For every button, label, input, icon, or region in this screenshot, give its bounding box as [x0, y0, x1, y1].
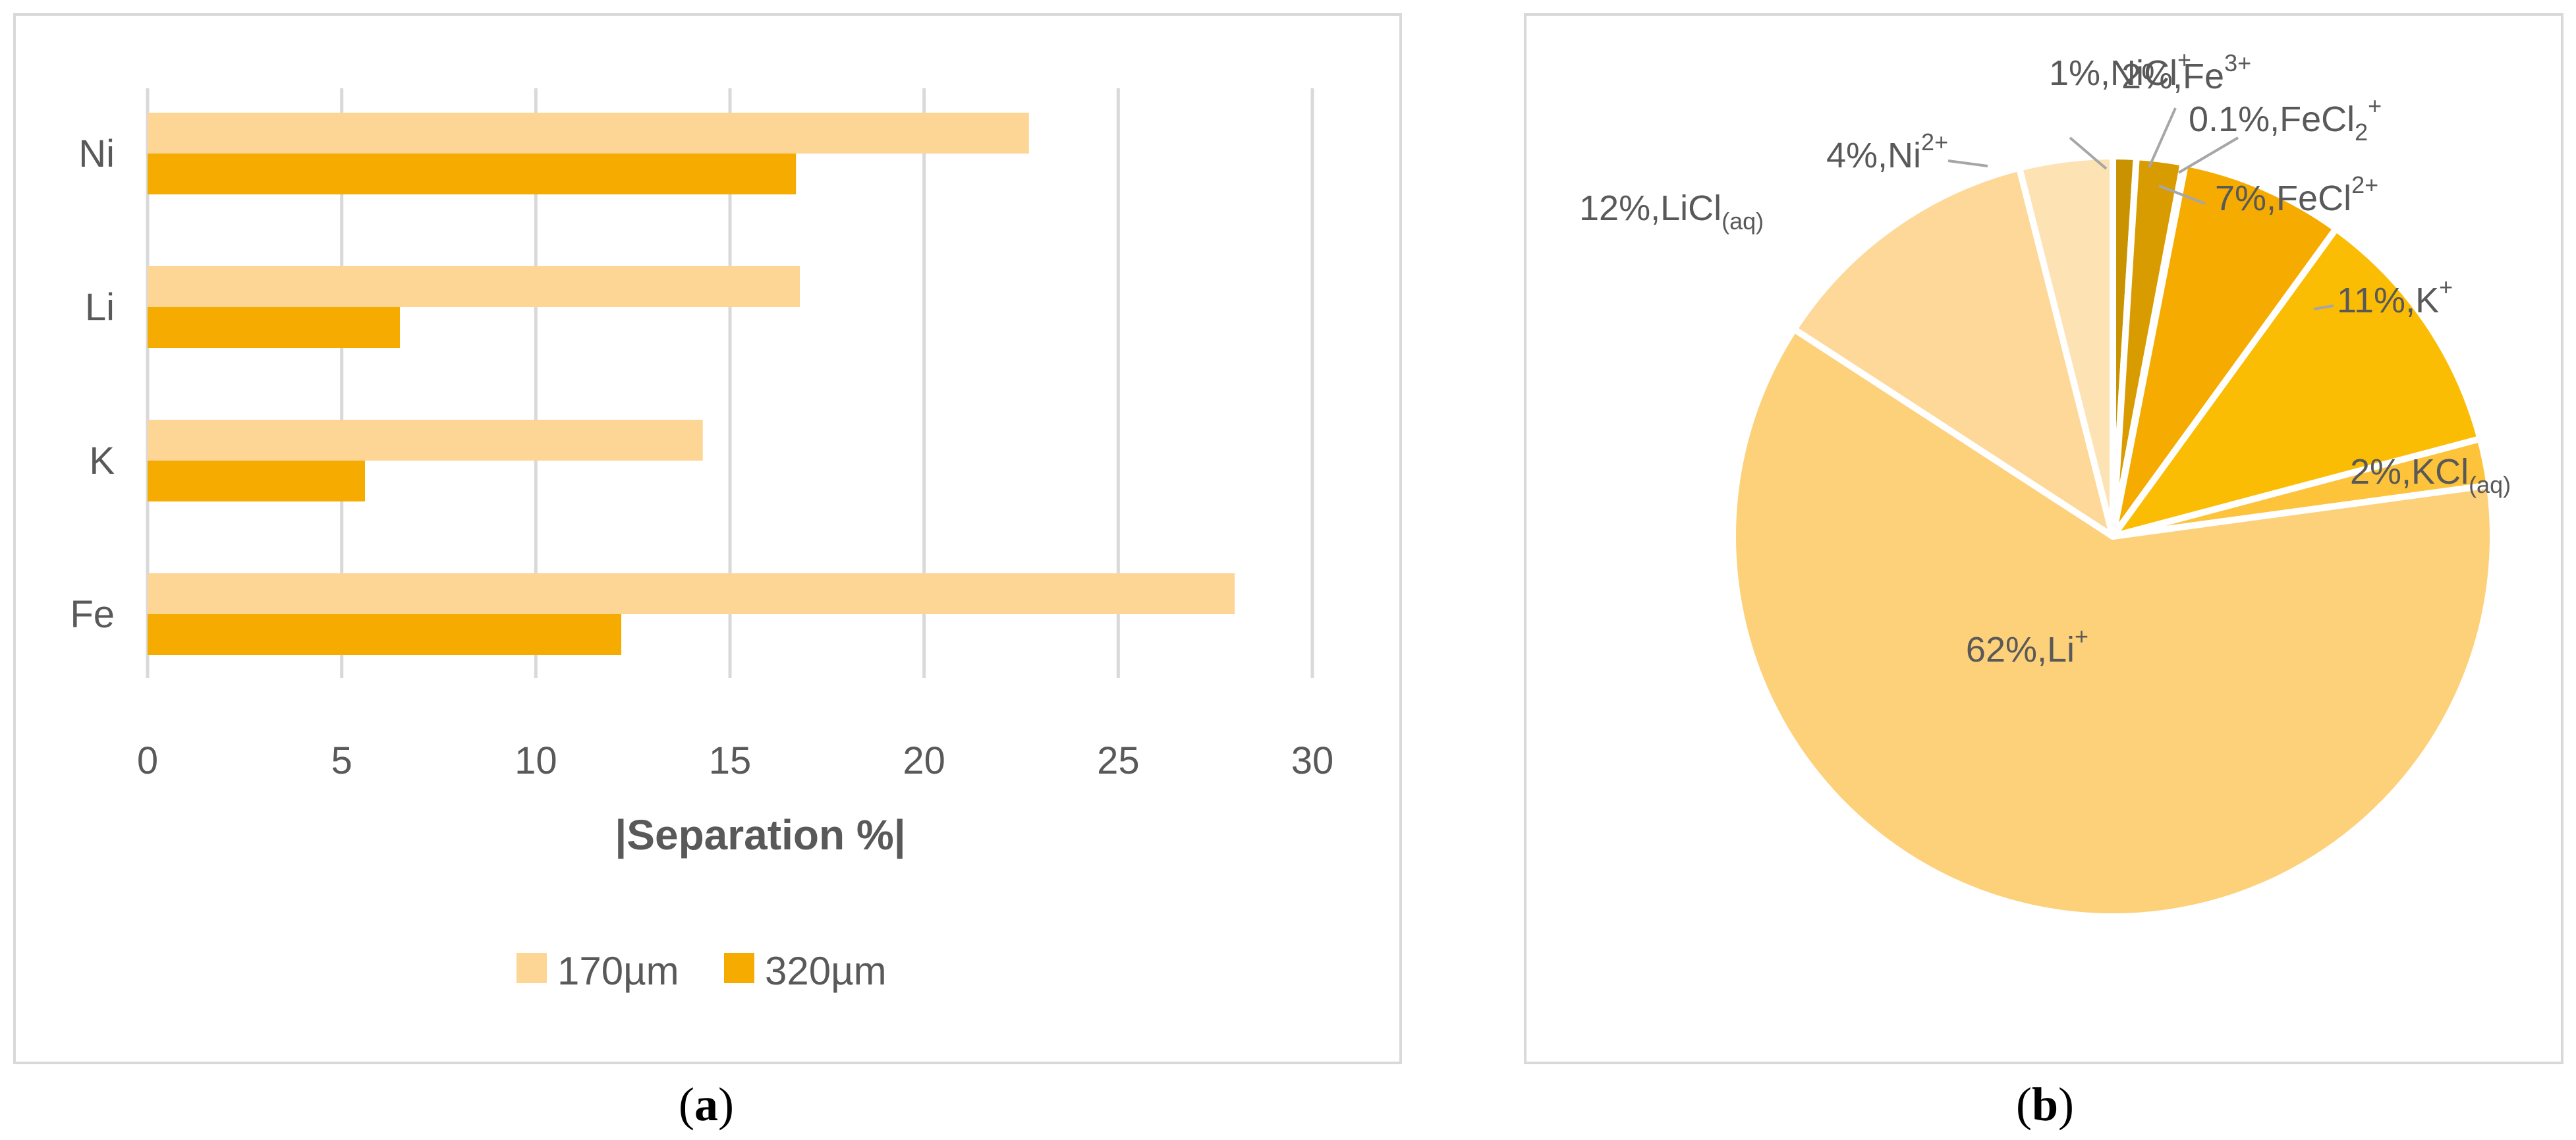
bar — [148, 307, 401, 348]
caption-b-letter: b — [2031, 1078, 2059, 1131]
legend-label: 320µm — [765, 949, 887, 993]
caption-a: (a) — [679, 1078, 734, 1131]
x-tick-label: 30 — [1291, 739, 1334, 782]
category-label: K — [89, 440, 115, 482]
bar — [148, 113, 1029, 154]
leader-line — [2148, 107, 2177, 168]
legend-swatch — [517, 953, 547, 983]
bar — [148, 154, 797, 194]
pie-slice-label: 2%,KCl(aq) — [2350, 452, 2511, 498]
pie-slice-label: 11%,K+ — [2337, 273, 2453, 320]
pie-slice — [1729, 326, 2497, 920]
pie-slice-label: 62%,Li+ — [1966, 623, 2088, 670]
leader-line — [2069, 136, 2108, 170]
bar — [148, 420, 703, 461]
x-tick-label: 20 — [903, 739, 945, 782]
pie-chart: 1%,NiCl+2%,Fe3+0.1%,FeCl2+ 7%,FeCl2+ 11%,K… — [1579, 46, 2511, 920]
leader-line — [2177, 136, 2239, 174]
pie-slice — [1791, 164, 2116, 540]
pie-slice-label: 4%,Ni2+ — [1826, 128, 1948, 175]
caption-a-letter: a — [694, 1078, 718, 1131]
x-axis-title: |Separation %| — [615, 811, 905, 859]
pie-chart-panel: 1%,NiCl+ 2%,Fe3+ 0.1%,FeCl2+ 7%,FeCl2+ 11%,K… — [1524, 13, 2563, 1064]
pie-slice-label: 2%,Fe3+ — [2121, 49, 2251, 96]
category-label: Fe — [70, 593, 115, 636]
leader-line — [2158, 185, 2206, 205]
pie-slice-label: 12%,LiCl(aq) — [1579, 188, 1764, 235]
legend-swatch — [724, 953, 754, 983]
pie-slice-label: 0.1%,FeCl2+ — [2189, 92, 2382, 146]
x-tick-label: 25 — [1097, 739, 1140, 782]
x-tick-label: 0 — [137, 739, 158, 782]
bar — [148, 266, 800, 307]
x-tick-label: 15 — [709, 739, 752, 782]
pie-slice — [2016, 153, 2116, 540]
x-tick-label: 5 — [331, 739, 352, 782]
bar — [148, 461, 366, 501]
x-tick-label: 10 — [515, 739, 557, 782]
pie-slice — [2110, 225, 2484, 540]
leader-line — [1947, 159, 1988, 167]
category-label: Li — [85, 286, 115, 329]
pie-slice — [2110, 159, 2339, 540]
bar — [148, 573, 1235, 614]
legend-label: 170µm — [557, 949, 679, 993]
bar-chart-panel: 0 5 10 15 20 25 30 Ni Li K Fe |Separation %| 170µm 32… — [13, 13, 1402, 1064]
caption-b: (b) — [2016, 1078, 2075, 1131]
pie-slice-label: 1%,NiCl+ — [2049, 46, 2191, 93]
bar-chart: 0 5 10 15 20 25 30 Ni Li K Fe |Separation %| 170µm 32… — [70, 88, 1334, 993]
leader-line — [2313, 304, 2334, 310]
bar — [148, 614, 621, 655]
category-label: Ni — [78, 132, 115, 175]
pie-slice-label: 7%,FeCl2+ — [2215, 171, 2378, 218]
